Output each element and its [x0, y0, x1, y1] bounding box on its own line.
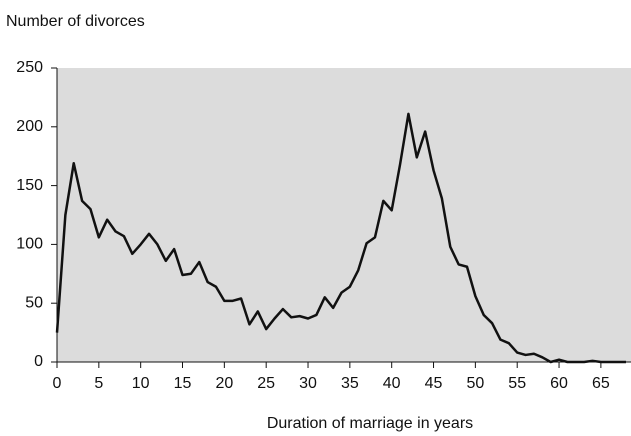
y-axis-label: Number of divorces	[6, 13, 145, 30]
x-tick-label: 0	[53, 375, 62, 392]
x-tick-label: 65	[592, 375, 610, 392]
y-tick-label: 50	[25, 294, 43, 311]
x-tick-label: 45	[425, 375, 443, 392]
y-tick-label: 250	[16, 59, 43, 76]
x-tick-label: 50	[466, 375, 484, 392]
x-tick-label: 35	[341, 375, 359, 392]
x-tick-label: 25	[257, 375, 275, 392]
y-tick-label: 100	[16, 236, 43, 253]
x-tick-label: 10	[132, 375, 150, 392]
x-tick-label: 20	[215, 375, 233, 392]
data-line	[55, 112, 626, 364]
x-tick-label: 30	[299, 375, 317, 392]
x-tick-label: 40	[383, 375, 401, 392]
y-tick-label: 0	[34, 353, 43, 370]
y-tick-label: 150	[16, 177, 43, 194]
x-tick-label: 15	[174, 375, 192, 392]
x-tick-label: 5	[94, 375, 103, 392]
x-axis-label: Duration of marriage in years	[267, 415, 473, 432]
plot-background	[57, 68, 631, 362]
x-tick-label: 55	[508, 375, 526, 392]
y-tick-label: 200	[16, 118, 43, 135]
x-tick-label: 60	[550, 375, 568, 392]
